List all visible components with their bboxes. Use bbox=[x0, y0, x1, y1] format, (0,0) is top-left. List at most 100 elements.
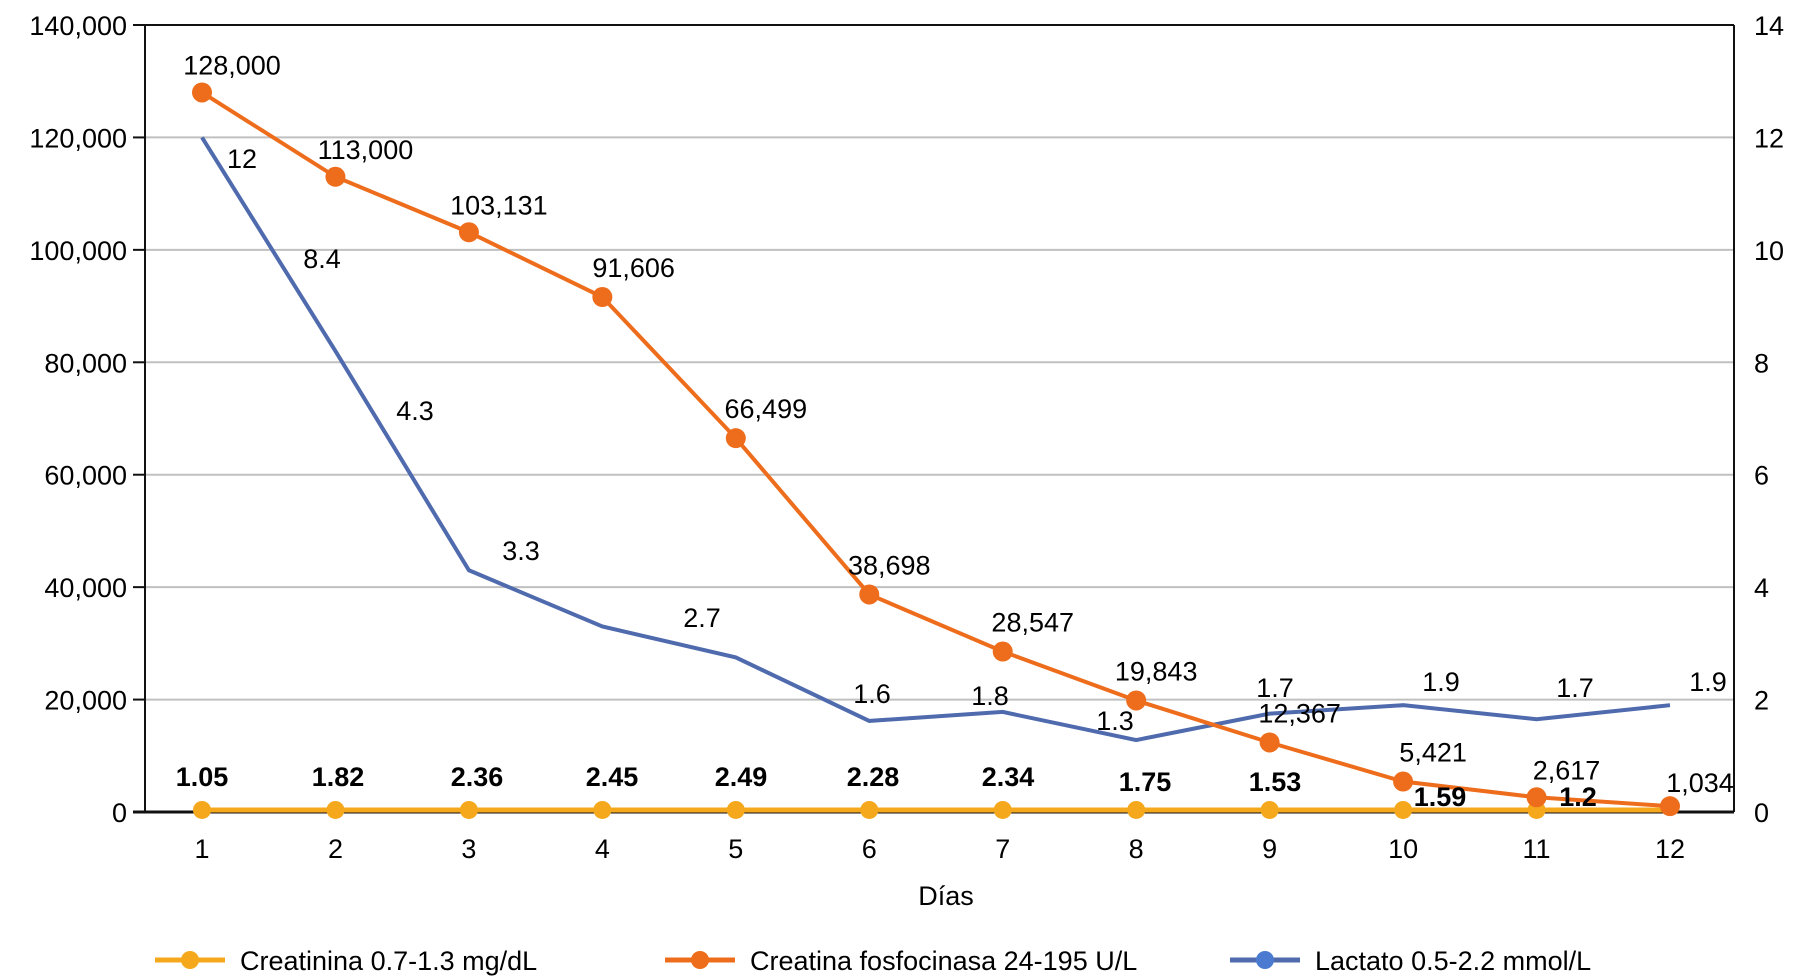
legend-item: Creatinina 0.7-1.3 mg/dL bbox=[155, 946, 537, 976]
marker-ck bbox=[1393, 771, 1414, 792]
left-tick-label: 60,000 bbox=[44, 461, 127, 491]
legend-label: Lactato 0.5-2.2 mmol/L bbox=[1315, 946, 1591, 976]
data-label-ck: 38,698 bbox=[848, 550, 931, 580]
data-label-lactato: 1.6 bbox=[853, 679, 891, 709]
data-label-ck: 1,034 bbox=[1666, 768, 1734, 798]
data-label-ck: 5,421 bbox=[1399, 738, 1467, 768]
right-axis-ticks: 0 2 4 6 8 10 12 14 bbox=[1754, 11, 1784, 828]
data-label-creatinina: 2.45 bbox=[586, 762, 639, 792]
marker-ck bbox=[325, 166, 346, 187]
x-tick-label: 9 bbox=[1262, 834, 1277, 864]
x-tick-label: 6 bbox=[862, 834, 877, 864]
data-label-lactato: 2.7 bbox=[683, 603, 721, 633]
left-tick-label: 40,000 bbox=[44, 573, 127, 603]
data-label-ck: 103,131 bbox=[450, 190, 548, 220]
data-label-creatinina: 2.28 bbox=[847, 762, 900, 792]
legend: Creatinina 0.7-1.3 mg/dL Creatina fosfoci… bbox=[155, 946, 1591, 976]
marker-creatinina bbox=[1260, 800, 1279, 819]
legend-marker-icon bbox=[691, 951, 709, 969]
legend-item: Lactato 0.5-2.2 mmol/L bbox=[1230, 946, 1591, 976]
data-label-lactato: 1.7 bbox=[1556, 673, 1594, 703]
data-label-lactato: 12 bbox=[227, 144, 257, 174]
data-labels: 128,000 113,000 103,131 91,606 66,499 38,698 2… bbox=[176, 50, 1734, 812]
left-tick-label: 120,000 bbox=[29, 123, 127, 153]
data-label-creatinina: 1.82 bbox=[312, 762, 365, 792]
data-label-lactato: 3.3 bbox=[502, 536, 540, 566]
marker-creatinina bbox=[193, 800, 211, 819]
x-tick-label: 10 bbox=[1388, 834, 1418, 864]
marker-creatinina bbox=[1127, 800, 1146, 819]
data-label-ck: 19,843 bbox=[1115, 656, 1198, 686]
data-label-ck: 66,499 bbox=[725, 394, 808, 424]
x-tick-label: 8 bbox=[1129, 834, 1144, 864]
x-tick-label: 1 bbox=[194, 834, 209, 864]
legend-marker-icon bbox=[181, 951, 199, 969]
marker-ck bbox=[1526, 787, 1547, 808]
marker-ck bbox=[592, 287, 613, 308]
data-label-creatinina: 1.75 bbox=[1119, 767, 1172, 797]
marker-ck bbox=[192, 82, 212, 103]
right-tick-label: 4 bbox=[1754, 573, 1769, 603]
data-label-creatinina: 1.59 bbox=[1414, 782, 1467, 812]
data-label-creatinina: 2.36 bbox=[451, 762, 504, 792]
data-label-lactato: 1.7 bbox=[1256, 673, 1294, 703]
series-line-ck bbox=[200, 90, 1671, 809]
data-label-lactato: 1.3 bbox=[1096, 706, 1134, 736]
data-label-ck: 28,547 bbox=[991, 608, 1074, 638]
data-label-creatinina: 1.2 bbox=[1559, 782, 1597, 812]
left-tick-label: 100,000 bbox=[29, 236, 127, 266]
legend-label: Creatinina 0.7-1.3 mg/dL bbox=[240, 946, 537, 976]
marker-creatinina bbox=[326, 800, 345, 819]
data-label-ck: 2,617 bbox=[1533, 755, 1601, 785]
marker-ck bbox=[1660, 796, 1680, 817]
data-label-ck: 91,606 bbox=[592, 253, 675, 283]
series-line-lactato bbox=[200, 136, 1671, 743]
data-label-lactato: 4.3 bbox=[396, 396, 434, 426]
left-tick-label: 20,000 bbox=[44, 686, 127, 716]
data-label-ck: 12,367 bbox=[1258, 698, 1341, 728]
marker-creatinina bbox=[860, 800, 879, 819]
legend-marker-icon bbox=[1256, 951, 1274, 969]
x-tick-label: 12 bbox=[1655, 834, 1685, 864]
x-tick-label: 7 bbox=[995, 834, 1010, 864]
right-tick-label: 12 bbox=[1754, 123, 1784, 153]
x-tick-label: 4 bbox=[595, 834, 610, 864]
marker-creatinina bbox=[459, 800, 478, 819]
right-tick-label: 8 bbox=[1754, 348, 1769, 378]
right-tick-label: 2 bbox=[1754, 686, 1769, 716]
right-tick-label: 0 bbox=[1754, 798, 1769, 828]
left-axis-ticks: 0 20,000 40,000 60,000 80,000 100,000 120,000 1… bbox=[29, 11, 145, 828]
marker-ck bbox=[992, 641, 1013, 662]
data-label-lactato: 1.9 bbox=[1689, 667, 1727, 697]
x-tick-label: 5 bbox=[728, 834, 743, 864]
x-axis-ticks: 1 2 3 4 5 6 7 8 9 10 11 12 bbox=[194, 834, 1685, 864]
marker-ck bbox=[859, 584, 880, 605]
x-tick-label: 2 bbox=[328, 834, 343, 864]
x-axis-title: Días bbox=[918, 881, 974, 911]
left-tick-label: 0 bbox=[112, 798, 127, 828]
marker-creatinina bbox=[726, 800, 745, 819]
right-tick-label: 14 bbox=[1754, 11, 1784, 41]
data-label-ck: 128,000 bbox=[183, 50, 281, 80]
marker-creatinina bbox=[993, 800, 1012, 819]
data-label-lactato: 1.9 bbox=[1422, 667, 1460, 697]
data-label-creatinina: 2.49 bbox=[715, 762, 768, 792]
legend-item: Creatina fosfocinasa 24-195 U/L bbox=[665, 946, 1137, 976]
gridlines bbox=[145, 136, 1734, 701]
marker-ck bbox=[1126, 690, 1147, 711]
marker-ck bbox=[1259, 732, 1280, 753]
left-tick-label: 140,000 bbox=[29, 11, 127, 41]
data-label-creatinina: 1.05 bbox=[176, 762, 229, 792]
marker-creatinina bbox=[1394, 800, 1413, 819]
data-label-lactato: 8.4 bbox=[303, 244, 341, 274]
right-tick-label: 6 bbox=[1754, 461, 1769, 491]
x-tick-label: 3 bbox=[461, 834, 476, 864]
legend-label: Creatina fosfocinasa 24-195 U/L bbox=[750, 946, 1137, 976]
data-label-creatinina: 2.34 bbox=[982, 762, 1035, 792]
right-tick-label: 10 bbox=[1754, 236, 1784, 266]
x-tick-label: 11 bbox=[1523, 834, 1551, 864]
data-label-ck: 113,000 bbox=[318, 135, 414, 165]
left-tick-label: 80,000 bbox=[44, 348, 127, 378]
marker-creatinina bbox=[593, 800, 612, 819]
